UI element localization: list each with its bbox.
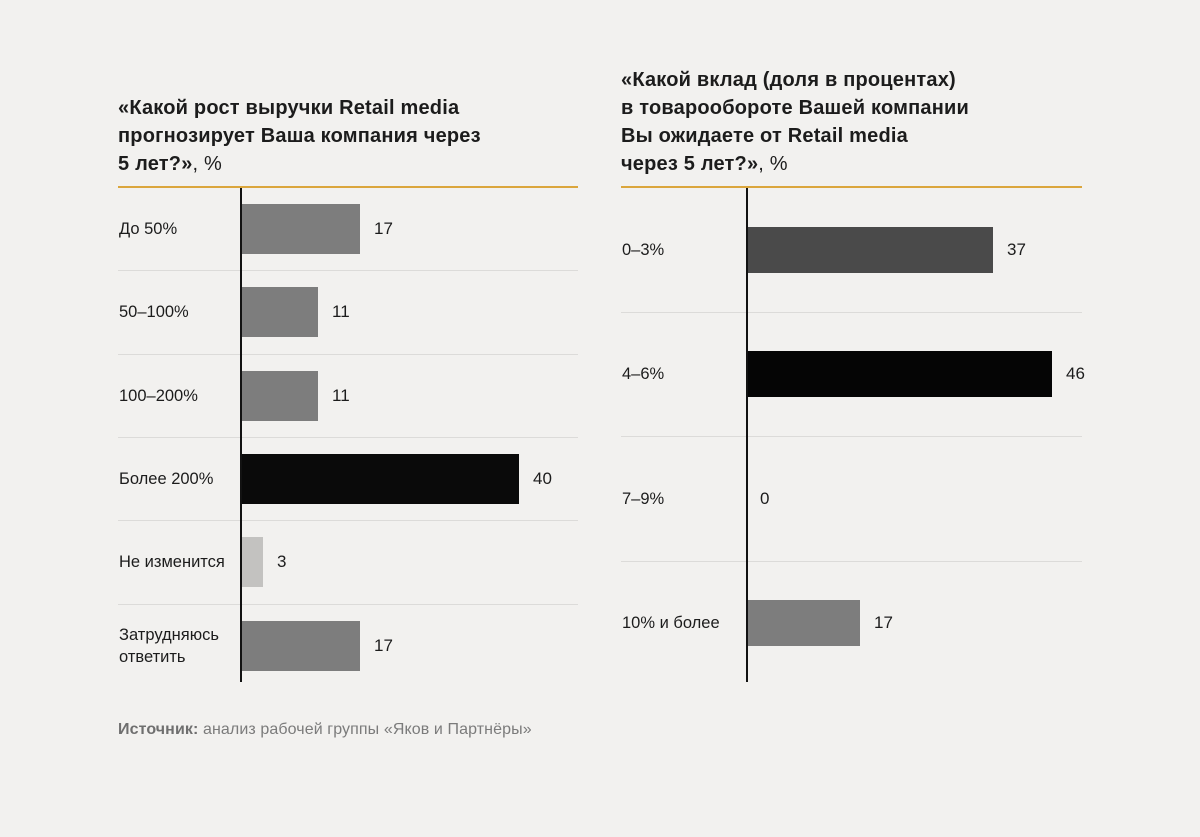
bar-row: 10% и более 17 [621, 560, 1082, 686]
chart-title: «Какой вклад (доля в процентах) в товароо… [621, 69, 969, 175]
category-label: 10% и более [622, 614, 720, 633]
chart-revenue-growth: «Какой рост выручки Retail media прогнози… [118, 0, 578, 682]
bar-value-label: 11 [332, 302, 350, 322]
title-underline-rule [118, 186, 578, 188]
bar-value-label: 11 [332, 385, 350, 405]
category-axis-line [746, 188, 748, 682]
bar-value-label: 17 [374, 635, 393, 655]
category-label: 4–6% [622, 365, 665, 384]
category-label: 7–9% [622, 489, 665, 508]
bar-rows: 0–3% 37 4–6% 46 7–9% 0 10% и более 17 [621, 188, 1085, 682]
bar [242, 204, 360, 255]
category-label: Более 200% [119, 470, 214, 489]
bar-row: 100–200% 11 [118, 353, 578, 437]
bar [748, 351, 1052, 398]
bar-row: До 50% 17 [118, 188, 578, 270]
bar-row: Более 200% 40 [118, 436, 578, 520]
bar [242, 620, 360, 671]
bar-value-label: 0 [760, 488, 770, 508]
category-label: Затрудняюсь ответить [119, 625, 219, 666]
category-label: 50–100% [119, 303, 189, 322]
bar-row: 4–6% 46 [621, 311, 1085, 437]
source-note: Источник: анализ рабочей группы «Яков и … [118, 721, 532, 739]
category-axis-line [240, 188, 242, 682]
bar-row: Затрудняюсь ответить 17 [118, 603, 578, 687]
bar-value-label: 17 [374, 219, 393, 239]
bar-row: Не изменится 3 [118, 520, 578, 603]
chart-title: «Какой рост выручки Retail media прогнози… [118, 97, 481, 175]
title-underline-rule [621, 186, 1082, 188]
bar-row: 50–100% 11 [118, 270, 578, 353]
bar-value-label: 3 [277, 552, 287, 572]
bar-rows: До 50% 17 50–100% 11 100–200% 11 Более 200% 40 Н… [118, 188, 578, 682]
category-label: Не изменится [119, 553, 225, 572]
category-label: 100–200% [119, 386, 198, 405]
source-label: Источник: [118, 721, 199, 738]
source-text: анализ рабочей группы «Яков и Партнёры» [198, 721, 532, 738]
bar-value-label: 46 [1066, 364, 1085, 384]
category-label: 0–3% [622, 240, 665, 259]
bar [242, 454, 519, 505]
category-label: До 50% [119, 220, 178, 239]
bar-value-label: 17 [874, 613, 893, 633]
chart-title-area: «Какой вклад (доля в процентах) в товароо… [621, 0, 1082, 186]
bar-value-label: 37 [1007, 239, 1026, 259]
bar [748, 600, 860, 647]
bar-row: 7–9% 0 [621, 436, 1082, 561]
bar [242, 537, 263, 588]
bar [242, 370, 318, 421]
bar [242, 287, 318, 338]
bar-value-label: 40 [533, 469, 552, 489]
chart-title-area: «Какой рост выручки Retail media прогнози… [118, 0, 578, 186]
bar-row: 0–3% 37 [621, 188, 1082, 312]
bar [748, 226, 993, 273]
chart-turnover-share: «Какой вклад (доля в процентах) в товароо… [621, 0, 1085, 682]
